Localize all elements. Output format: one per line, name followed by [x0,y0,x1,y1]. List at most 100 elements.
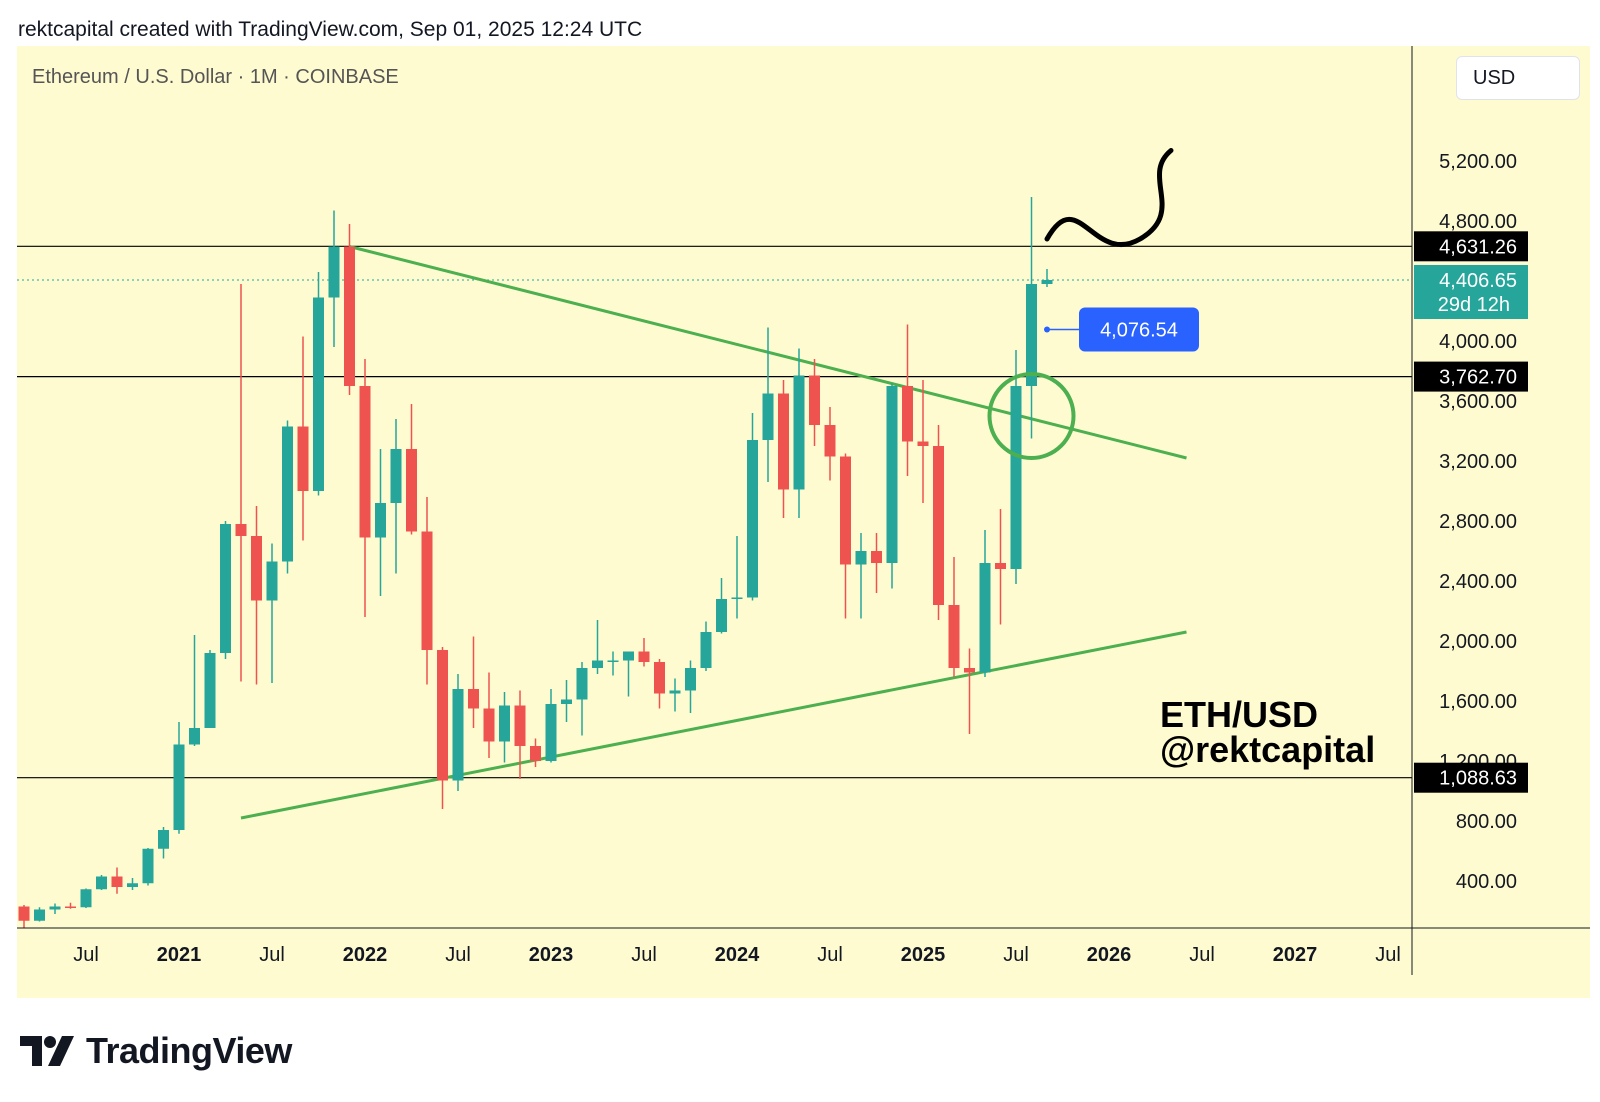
current-price-tag-label: 4,406.65 [1439,270,1517,292]
symbol-title: Ethereum / U.S. Dollar · 1M · COINBASE [32,66,399,88]
candle [747,413,758,601]
candle [917,380,929,503]
candle [623,651,634,697]
candle [902,324,913,476]
candle [1010,350,1022,584]
annotations: 4,076.54 [987,148,1199,460]
level-price-tag [1414,361,1528,392]
level-price-tag-label: 1,088.63 [1439,768,1517,790]
candle [778,380,789,518]
price-note-label: 4,076.54 [1100,320,1178,342]
candle-body [189,728,200,745]
candle [297,336,309,541]
candle [390,419,402,574]
time-tick-label: 2026 [1087,944,1132,966]
candle [716,578,727,634]
candle-body [375,503,386,538]
candle [1041,269,1053,287]
current-price-tag [1414,265,1528,320]
candle [654,659,665,709]
candle [514,690,526,779]
price-tick-label: 4,800.00 [1439,211,1517,233]
candle-body [700,632,712,668]
candle-body [731,597,743,599]
price-tick-label: 3,600.00 [1439,391,1517,413]
candle [235,284,247,682]
chart-header-caption: rektcapital created with TradingView.com… [18,18,643,41]
candle [685,660,696,713]
candle [18,905,30,928]
candle [204,650,216,728]
candle-body [297,426,309,491]
candle-body [468,689,479,709]
candle [483,672,495,758]
candle-body [18,906,30,921]
time-tick-label: 2022 [343,944,388,966]
watermark-line-1: ETH/USD [1160,694,1318,735]
candle-body [840,456,851,565]
price-note-box [1079,307,1199,352]
candle-body [390,449,402,503]
candle-body [204,653,216,728]
projection-path [1044,148,1174,248]
candle-body [220,524,231,653]
candle [452,674,464,791]
candle-body [96,876,107,890]
chart-area[interactable] [17,46,1590,998]
candle-body [964,668,975,673]
candle [189,635,200,746]
candle-body [809,375,820,425]
candle-body [995,563,1006,569]
candle [173,722,185,834]
currency-button[interactable]: USD [1456,56,1580,100]
level-price-tag [1414,762,1528,793]
candle-body [359,386,371,538]
candle-body [530,746,541,761]
candles [18,197,1053,928]
candle [669,678,681,712]
candle [220,521,231,659]
candle-body [654,662,665,694]
price-axis: 400.00800.001,200.001,600.002,000.002,40… [17,46,1590,975]
tradingview-logo[interactable]: TradingView [20,1030,292,1072]
candle-body [251,536,262,601]
candle-body [871,551,882,563]
price-note-dot [1044,326,1050,333]
candle [313,272,324,496]
candle [964,648,975,734]
candle [111,867,123,894]
candle-body [902,386,913,442]
candle [855,533,867,619]
candle [49,903,61,914]
candle-body [685,668,696,691]
candle-body [173,744,185,830]
candle [731,536,743,619]
candle-body [793,375,805,490]
candle [840,453,851,619]
candle-body [638,651,650,662]
candle [251,506,262,685]
price-tick-label: 4,000.00 [1439,331,1517,353]
candle [871,533,882,593]
candle-body [979,563,991,673]
candle-body [607,660,619,662]
candle-body [623,651,634,661]
candle [359,359,371,617]
candle [809,359,820,446]
level-price-tag-label: 3,762.70 [1439,367,1517,389]
candle [561,680,572,722]
candle-body [933,446,944,605]
candle [762,327,774,482]
candle-body [282,426,293,562]
candle-body [824,425,836,457]
candle [406,404,417,535]
candle [995,509,1006,625]
time-tick-label: Jul [817,944,843,966]
candle-body [111,876,123,887]
candle-body [514,705,526,746]
time-tick-label: 2024 [715,944,760,966]
candle-body [545,704,557,761]
candle-body [1041,280,1053,284]
